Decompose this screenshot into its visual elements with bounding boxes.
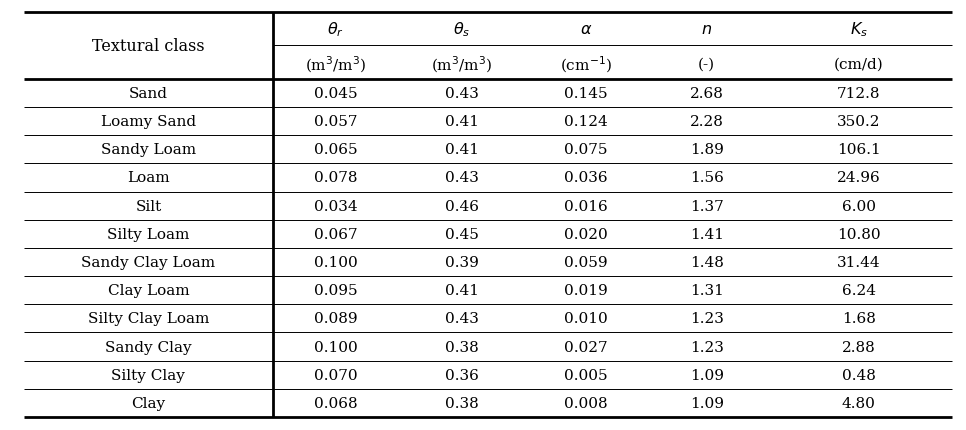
Text: 1.23: 1.23 bbox=[690, 312, 724, 326]
Text: 1.23: 1.23 bbox=[690, 340, 724, 354]
Text: 6.00: 6.00 bbox=[841, 199, 876, 213]
Text: 0.067: 0.067 bbox=[314, 227, 357, 241]
Text: 1.37: 1.37 bbox=[690, 199, 724, 213]
Text: 2.68: 2.68 bbox=[690, 87, 724, 101]
Text: $n$: $n$ bbox=[701, 21, 712, 38]
Text: 0.075: 0.075 bbox=[564, 143, 608, 157]
Text: 0.41: 0.41 bbox=[445, 283, 479, 298]
Text: 0.46: 0.46 bbox=[445, 199, 479, 213]
Text: 0.45: 0.45 bbox=[445, 227, 479, 241]
Text: (cm/d): (cm/d) bbox=[834, 57, 884, 71]
Text: 0.010: 0.010 bbox=[564, 312, 608, 326]
Text: $\alpha$: $\alpha$ bbox=[580, 21, 592, 38]
Text: 0.100: 0.100 bbox=[314, 340, 357, 354]
Text: 0.124: 0.124 bbox=[564, 115, 608, 129]
Text: 1.56: 1.56 bbox=[690, 171, 724, 185]
Text: Silt: Silt bbox=[135, 199, 161, 213]
Text: $\theta_r$: $\theta_r$ bbox=[327, 20, 344, 39]
Text: 712.8: 712.8 bbox=[837, 87, 881, 101]
Text: 0.078: 0.078 bbox=[314, 171, 357, 185]
Text: 0.027: 0.027 bbox=[564, 340, 608, 354]
Text: 0.43: 0.43 bbox=[445, 312, 479, 326]
Text: 0.43: 0.43 bbox=[445, 171, 479, 185]
Text: 0.38: 0.38 bbox=[445, 340, 479, 354]
Text: 0.057: 0.057 bbox=[314, 115, 357, 129]
Text: 2.88: 2.88 bbox=[842, 340, 875, 354]
Text: 1.09: 1.09 bbox=[690, 368, 724, 382]
Text: 0.008: 0.008 bbox=[564, 396, 608, 410]
Text: (m$^3$/m$^3$): (m$^3$/m$^3$) bbox=[305, 54, 366, 74]
Text: 6.24: 6.24 bbox=[841, 283, 876, 298]
Text: 31.44: 31.44 bbox=[837, 255, 881, 269]
Text: Silty Loam: Silty Loam bbox=[107, 227, 189, 241]
Text: 0.095: 0.095 bbox=[314, 283, 357, 298]
Text: 0.089: 0.089 bbox=[314, 312, 357, 326]
Text: Sandy Loam: Sandy Loam bbox=[100, 143, 196, 157]
Text: 1.09: 1.09 bbox=[690, 396, 724, 410]
Text: 0.005: 0.005 bbox=[564, 368, 608, 382]
Text: 0.43: 0.43 bbox=[445, 87, 479, 101]
Text: Loamy Sand: Loamy Sand bbox=[100, 115, 196, 129]
Text: 0.045: 0.045 bbox=[314, 87, 357, 101]
Text: 0.016: 0.016 bbox=[564, 199, 608, 213]
Text: Clay Loam: Clay Loam bbox=[107, 283, 189, 298]
Text: 0.48: 0.48 bbox=[841, 368, 876, 382]
Text: (-): (-) bbox=[698, 57, 715, 71]
Text: (cm$^{-1}$): (cm$^{-1}$) bbox=[560, 54, 612, 74]
Text: 0.145: 0.145 bbox=[564, 87, 608, 101]
Text: 24.96: 24.96 bbox=[837, 171, 881, 185]
Text: $K_s$: $K_s$ bbox=[850, 20, 867, 39]
Text: 1.68: 1.68 bbox=[841, 312, 876, 326]
Text: 0.100: 0.100 bbox=[314, 255, 357, 269]
Text: Sandy Clay Loam: Sandy Clay Loam bbox=[81, 255, 215, 269]
Text: 1.89: 1.89 bbox=[690, 143, 724, 157]
Text: Loam: Loam bbox=[128, 171, 170, 185]
Text: 0.41: 0.41 bbox=[445, 115, 479, 129]
Text: Silty Clay: Silty Clay bbox=[111, 368, 185, 382]
Text: 10.80: 10.80 bbox=[837, 227, 881, 241]
Text: 4.80: 4.80 bbox=[841, 396, 876, 410]
Text: Silty Clay Loam: Silty Clay Loam bbox=[88, 312, 209, 326]
Text: 350.2: 350.2 bbox=[837, 115, 881, 129]
Text: Sand: Sand bbox=[128, 87, 168, 101]
Text: 0.036: 0.036 bbox=[564, 171, 608, 185]
Text: 0.41: 0.41 bbox=[445, 143, 479, 157]
Text: 1.41: 1.41 bbox=[690, 227, 724, 241]
Text: 0.068: 0.068 bbox=[314, 396, 357, 410]
Text: 0.065: 0.065 bbox=[314, 143, 357, 157]
Text: 0.020: 0.020 bbox=[564, 227, 608, 241]
Text: 1.31: 1.31 bbox=[690, 283, 724, 298]
Text: Sandy Clay: Sandy Clay bbox=[105, 340, 191, 354]
Text: 106.1: 106.1 bbox=[837, 143, 881, 157]
Text: Textural class: Textural class bbox=[92, 38, 205, 55]
Text: 0.034: 0.034 bbox=[314, 199, 357, 213]
Text: 0.019: 0.019 bbox=[564, 283, 608, 298]
Text: 0.059: 0.059 bbox=[564, 255, 608, 269]
Text: 0.36: 0.36 bbox=[445, 368, 479, 382]
Text: 1.48: 1.48 bbox=[690, 255, 724, 269]
Text: 0.38: 0.38 bbox=[445, 396, 479, 410]
Text: 2.28: 2.28 bbox=[690, 115, 724, 129]
Text: 0.070: 0.070 bbox=[314, 368, 357, 382]
Text: Clay: Clay bbox=[131, 396, 165, 410]
Text: $\theta_s$: $\theta_s$ bbox=[453, 20, 470, 39]
Text: 0.39: 0.39 bbox=[445, 255, 479, 269]
Text: (m$^3$/m$^3$): (m$^3$/m$^3$) bbox=[431, 54, 493, 74]
